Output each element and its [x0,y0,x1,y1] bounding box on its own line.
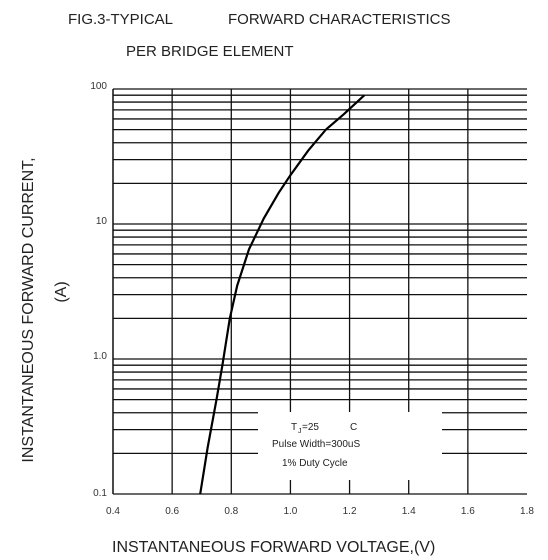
annotation-pulse-width: Pulse Width=300uS [272,439,360,450]
annotation-temp-unit: C [350,422,357,433]
annotation-temp-value: =25 [302,422,319,433]
x-axis-label: INSTANTANEOUS FORWARD VOLTAGE,(V) [112,539,435,556]
x-tick-label: 1.2 [343,506,357,517]
annotation-temp-subscript: J [298,428,302,435]
annotation-duty-cycle: 1% Duty Cycle [282,458,348,469]
tick-labels: 0.4 0.6 0.8 1.0 1.2 1.4 1.6 1.8 0.1 1.0 10 100 [90,81,534,517]
y-axis-unit-label: (A) [53,281,70,302]
y-tick-label: 100 [90,81,107,92]
forward-characteristic-curve [199,94,366,495]
chart-title-part2: FORWARD CHARACTERISTICS [228,11,451,28]
x-tick-label: 0.8 [224,506,238,517]
y-tick-label: 10 [96,216,108,227]
x-tick-label: 0.4 [106,506,120,517]
grid [112,88,527,495]
annotation-background [258,412,442,480]
x-tick-label: 1.4 [402,506,416,517]
annotation-temp-symbol: T [291,422,297,433]
forward-curve-series [199,94,366,495]
chart-subtitle: PER BRIDGE ELEMENT [126,43,294,60]
chart-title-part1: FIG.3-TYPICAL [68,11,173,28]
x-tick-label: 0.6 [165,506,179,517]
x-tick-label: 1.6 [461,506,475,517]
x-tick-label: 1.8 [520,506,534,517]
conditions-annotation: T J =25 C Pulse Width=300uS 1% Duty Cycl… [258,412,442,480]
y-tick-label: 1.0 [93,351,107,362]
x-tick-label: 1.0 [283,506,297,517]
y-axis-label: INSTANTANEOUS FORWARD CURRENT, [20,157,37,462]
y-tick-label: 0.1 [93,488,107,499]
